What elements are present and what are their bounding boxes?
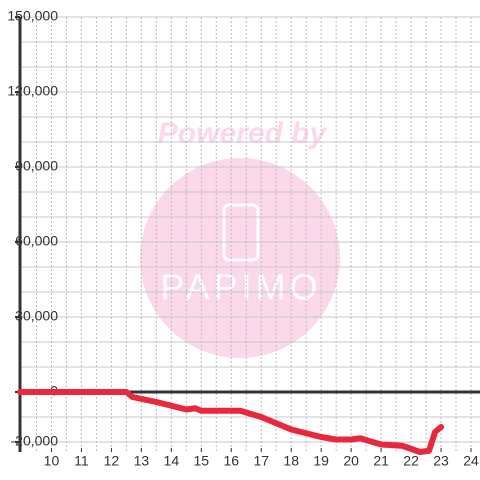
y-tick-label: 60,000	[15, 233, 58, 249]
y-tick-label: -20,000	[11, 433, 59, 449]
x-tick-label: 13	[134, 453, 150, 469]
x-tick-label: 14	[164, 453, 180, 469]
watermark-logo: PAPIMO	[160, 267, 321, 308]
x-tick-label: 20	[343, 453, 359, 469]
x-tick-label: 22	[403, 453, 419, 469]
x-tick-label: 12	[104, 453, 120, 469]
x-tick-label: 16	[223, 453, 239, 469]
x-tick-label: 10	[44, 453, 60, 469]
y-tick-label: 150,000	[7, 8, 58, 24]
watermark-icon	[222, 203, 260, 262]
x-tick-label: 23	[433, 453, 449, 469]
watermark: Powered by PAPIMO	[140, 117, 340, 358]
watermark-circle	[140, 158, 340, 358]
data-line	[17, 389, 445, 455]
grid	[20, 16, 480, 452]
x-tick-label: 11	[74, 453, 89, 469]
y-tick-label: 90,000	[15, 158, 58, 174]
x-tick-label: 21	[373, 453, 389, 469]
x-tick-label: 17	[253, 453, 269, 469]
x-tick-label: 15	[194, 453, 210, 469]
x-tick-label: 19	[313, 453, 329, 469]
y-tick-label: 30,000	[15, 308, 58, 324]
watermark-text: Powered by	[158, 117, 328, 150]
x-tick-label: 18	[283, 453, 299, 469]
x-tick-label: 24	[463, 453, 479, 469]
y-tick-label: 120,000	[7, 83, 58, 99]
